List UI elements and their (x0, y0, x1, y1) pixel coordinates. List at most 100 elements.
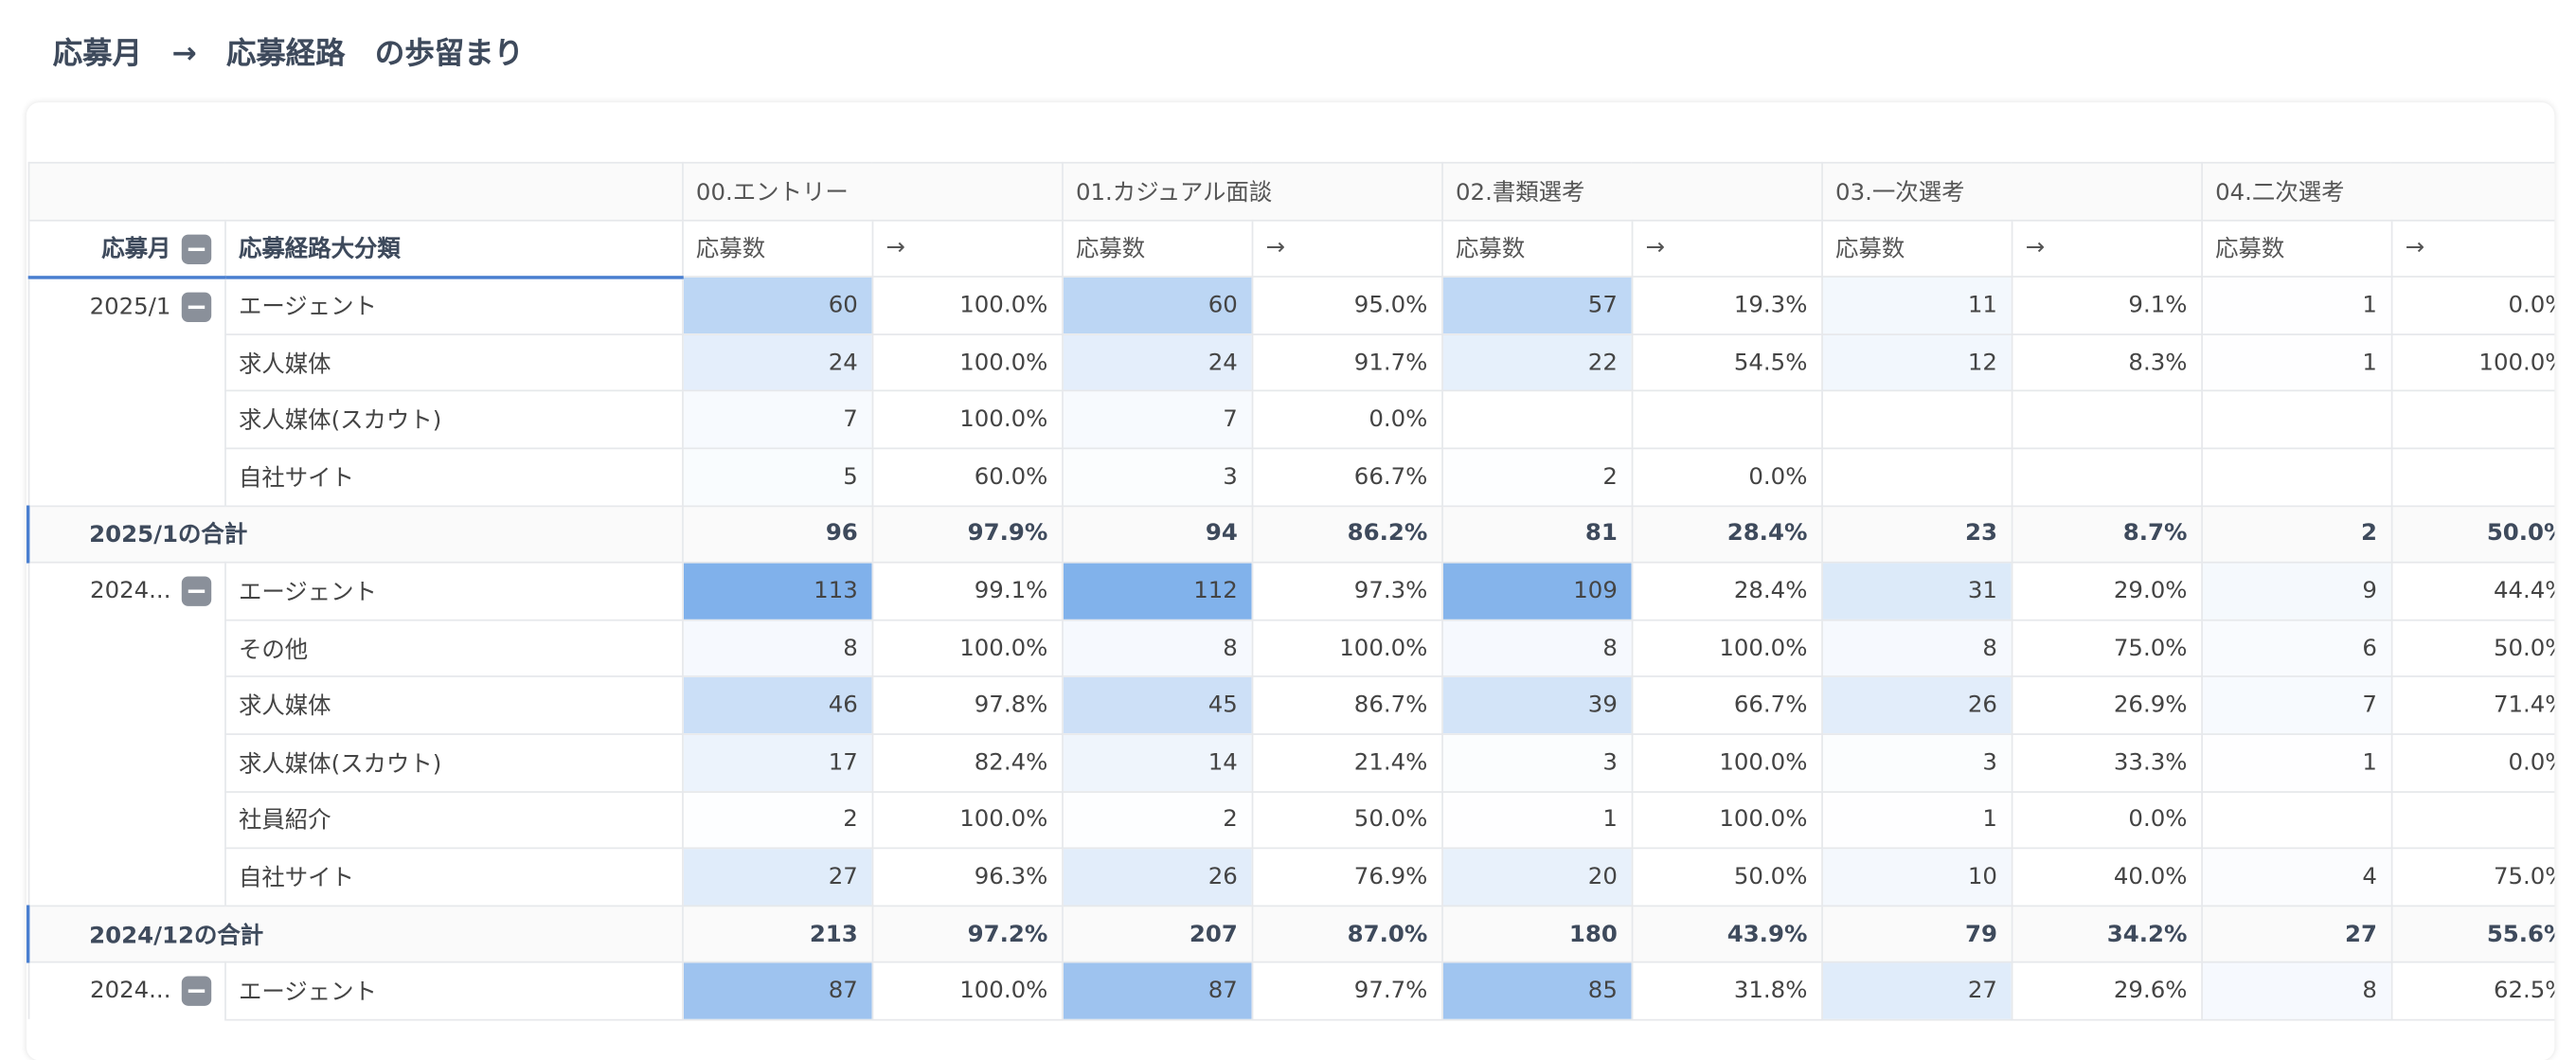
rate-cell: 0.0% (1250, 390, 1443, 450)
rate-cell (1630, 390, 1823, 450)
rate-cell: 62.5% (2389, 961, 2555, 1021)
rate-cell: 96.3% (870, 847, 1064, 907)
rate-cell: 97.3% (1250, 562, 1443, 621)
count-cell: 109 (1440, 562, 1633, 621)
category-cell: 求人媒体(スカウト) (224, 390, 683, 450)
rate-cell: 97.9% (870, 504, 1064, 564)
count-cell: 46 (681, 675, 873, 735)
count-cell: 213 (681, 905, 873, 964)
count-cell: 3 (1440, 733, 1633, 793)
rate-cell: 54.5% (1630, 332, 1823, 392)
rate-cell: 95.0% (1250, 276, 1443, 335)
sub-header: → (870, 219, 1064, 278)
count-cell: 1 (1820, 790, 2012, 850)
count-cell: 10 (1820, 847, 2012, 907)
count-cell (2200, 390, 2392, 450)
collapse-button[interactable] (180, 977, 211, 1007)
rate-cell: 29.6% (2010, 961, 2203, 1021)
count-cell: 27 (1820, 961, 2012, 1021)
rate-cell: 100.0% (1250, 619, 1443, 678)
rate-cell: 82.4% (870, 733, 1064, 793)
count-cell: 2 (1061, 790, 1253, 850)
category-cell: 自社サイト (224, 447, 683, 507)
count-cell: 207 (1061, 905, 1253, 964)
total-row: 2024/12の合計 213 97.2% 207 87.0% 180 43.9% 79 34.2… (26, 905, 2555, 964)
month-label: 2025/1 (89, 293, 171, 320)
sub-header-row: 応募月 応募経路大分類 応募数 → 応募数 → 応募数 → 応募数 → 応募数 → (27, 219, 2555, 279)
rate-cell (2389, 447, 2555, 507)
rate-cell: 31.8% (1630, 961, 1823, 1021)
table-head: 00.エントリー 01.カジュアル面談 02.書類選考 03.一次選考 04.二次選考 … (27, 161, 2555, 279)
rate-cell: 100.0% (870, 790, 1064, 850)
collapse-all-button[interactable] (180, 234, 211, 265)
rate-cell: 100.0% (870, 961, 1064, 1021)
sub-header: → (1630, 219, 1823, 278)
count-cell (2200, 790, 2392, 850)
sub-header: → (1250, 219, 1443, 278)
rate-cell: 28.4% (1630, 504, 1823, 564)
rate-cell: 100.0% (870, 390, 1064, 450)
rate-cell: 44.4% (2389, 562, 2555, 621)
count-cell: 85 (1440, 961, 1633, 1021)
sub-header: 応募数 (1440, 219, 1633, 278)
rate-cell: 87.0% (1250, 905, 1443, 964)
category-cell: 求人媒体 (224, 675, 683, 735)
rate-cell: 33.3% (2010, 733, 2203, 793)
count-cell: 96 (681, 504, 873, 564)
rate-cell: 34.2% (2010, 905, 2203, 964)
count-cell: 9 (2200, 562, 2392, 621)
rate-cell: 100.0% (870, 332, 1064, 392)
rate-cell: 100.0% (870, 276, 1064, 335)
month-header-cell: 応募月 (27, 219, 226, 279)
count-cell (2200, 447, 2392, 507)
group-header-row: 00.エントリー 01.カジュアル面談 02.書類選考 03.一次選考 04.二次選考 (27, 161, 2555, 221)
data-row: 求人媒体(スカウト) 7 100.0% 7 0.0% (28, 390, 2555, 450)
rate-cell: 86.2% (1250, 504, 1443, 564)
collapse-button[interactable] (180, 576, 211, 607)
count-cell: 20 (1440, 847, 1633, 907)
sub-header: 応募数 (1061, 219, 1253, 278)
count-cell: 60 (681, 276, 873, 335)
data-row: 自社サイト 5 60.0% 3 66.7% 2 0.0% (28, 447, 2555, 507)
rate-cell (2389, 790, 2555, 850)
stage-header: 03.一次選考 (1820, 161, 2203, 221)
category-cell: 求人媒体(スカウト) (224, 733, 683, 793)
count-cell: 6 (2200, 619, 2392, 678)
rate-cell: 97.2% (870, 905, 1064, 964)
count-cell: 22 (1440, 332, 1633, 392)
count-cell: 7 (681, 390, 873, 450)
rate-cell: 50.0% (1250, 790, 1443, 850)
rate-cell: 100.0% (1630, 790, 1823, 850)
collapse-button[interactable] (180, 292, 211, 322)
count-cell: 8 (2200, 961, 2392, 1021)
data-row: 求人媒体(スカウト) 17 82.4% 14 21.4% 3 100.0% 3 33.3% 1 0.… (28, 733, 2555, 793)
rate-cell: 75.0% (2389, 847, 2555, 907)
count-cell: 2 (681, 790, 873, 850)
count-cell: 8 (1061, 619, 1253, 678)
count-cell: 24 (681, 332, 873, 392)
rate-cell: 100.0% (2389, 332, 2555, 392)
stage-header: 02.書類選考 (1440, 161, 1823, 221)
sub-header: 応募数 (681, 219, 873, 278)
count-cell: 1 (2200, 332, 2392, 392)
count-cell: 45 (1061, 675, 1253, 735)
rate-cell: 50.0% (1630, 847, 1823, 907)
count-cell: 87 (681, 961, 873, 1021)
count-cell: 112 (1061, 562, 1253, 621)
count-cell (1820, 447, 2012, 507)
count-cell: 3 (1061, 447, 1253, 507)
month-label: 2024... (90, 978, 171, 1005)
rate-cell: 100.0% (1630, 733, 1823, 793)
count-cell: 4 (2200, 847, 2392, 907)
count-cell: 81 (1440, 504, 1633, 564)
count-cell: 87 (1061, 961, 1253, 1021)
month-cell: 2024... (27, 562, 226, 906)
rate-cell: 29.0% (2010, 562, 2203, 621)
count-cell: 26 (1820, 675, 2012, 735)
month-cell: 2025/1 (27, 276, 226, 506)
month-cell: 2024... (27, 961, 226, 1020)
